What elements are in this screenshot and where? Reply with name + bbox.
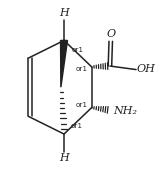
Text: or1: or1 [71,123,83,129]
Polygon shape [61,40,67,87]
Text: O: O [106,29,115,39]
Text: OH: OH [137,64,156,74]
Text: H: H [59,153,69,163]
Text: or1: or1 [76,66,88,72]
Text: or1: or1 [71,47,83,53]
Text: NH₂: NH₂ [114,106,137,116]
Text: H: H [59,8,69,18]
Text: or1: or1 [76,102,88,108]
